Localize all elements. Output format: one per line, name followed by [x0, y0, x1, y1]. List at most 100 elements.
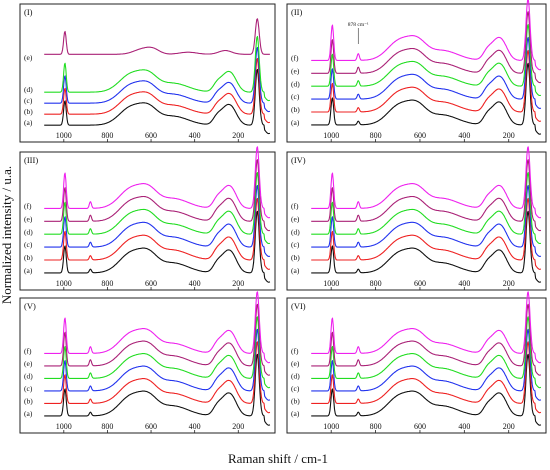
curve-label: (b)	[24, 253, 33, 262]
series-e-line	[44, 303, 271, 376]
panel-2: (II) 1000 800 600 400 200 (a) (b) (c) (d) (e) (f) 87…	[286, 0, 547, 143]
curve-label: (f)	[291, 202, 299, 211]
panel-label: (VI)	[291, 301, 306, 311]
curve-label: (d)	[24, 372, 33, 381]
curve-label: (d)	[291, 227, 300, 236]
x-tick-label: 200	[503, 422, 515, 431]
curve-label: (c)	[291, 384, 300, 393]
panel-frame	[286, 151, 547, 291]
curve-label: (a)	[24, 266, 33, 275]
series-d-line	[44, 35, 271, 102]
series-b-line	[311, 341, 542, 414]
x-tick-label: 1000	[323, 422, 339, 431]
x-tick-label: 800	[101, 279, 113, 288]
series-f-line	[311, 146, 542, 219]
series-e-line	[44, 159, 271, 232]
series-f-line	[44, 291, 271, 364]
curve-label: (b)	[24, 397, 33, 406]
curve-label: (c)	[24, 240, 33, 249]
panel-frame	[286, 297, 547, 434]
curve-label: (c)	[291, 92, 300, 101]
series-c-line	[311, 36, 542, 109]
curve-label: (a)	[24, 118, 33, 127]
series-c-line	[44, 184, 271, 257]
series-d-line	[311, 172, 542, 245]
curve-label: (f)	[24, 202, 32, 211]
x-tick-label: 200	[232, 131, 244, 140]
x-tick-label: 200	[503, 279, 515, 288]
x-tick-label: 1000	[323, 131, 339, 140]
curve-label: (e)	[24, 53, 33, 62]
series-b-line	[44, 57, 271, 124]
x-tick-label: 600	[414, 422, 426, 431]
panels-group: (I) 1000 800 600 400 200 (a) (b) (c) (d) (e) (II) 10…	[19, 0, 547, 434]
series-e-line	[44, 18, 270, 55]
x-tick-label: 1000	[56, 279, 72, 288]
x-tick-label: 400	[458, 131, 470, 140]
curve-label: (e)	[24, 359, 33, 368]
curve-label: (a)	[291, 409, 300, 418]
series-b-line	[311, 49, 542, 122]
curve-label: (f)	[291, 347, 299, 356]
x-tick-label: 800	[370, 131, 382, 140]
x-tick-label: 400	[189, 279, 201, 288]
panel-3: (III) 1000 800 600 400 200 (a) (b) (c) (d) (e) (f)	[19, 146, 276, 291]
x-tick-label: 600	[145, 131, 157, 140]
x-tick-label: 800	[101, 422, 113, 431]
curve-label: (a)	[291, 118, 300, 127]
x-tick-label: 400	[458, 279, 470, 288]
curve-label: (c)	[291, 240, 300, 249]
peak-annotation: 878 cm⁻¹	[348, 22, 369, 28]
series-e-line	[311, 159, 542, 232]
series-d-line	[44, 316, 271, 389]
x-tick-label: 200	[232, 279, 244, 288]
panel-frame	[19, 297, 276, 434]
y-axis-label: Normalized intensity / u.a.	[0, 166, 14, 304]
panel-4: (IV) 1000 800 600 400 200 (a) (b) (c) (d) (e) (f)	[286, 146, 547, 291]
curve-label: (d)	[291, 79, 300, 88]
curve-label: (b)	[24, 107, 33, 116]
curve-label: (e)	[291, 214, 300, 223]
curve-label: (a)	[24, 409, 33, 418]
curve-label: (c)	[24, 96, 33, 105]
x-tick-label: 200	[503, 131, 515, 140]
series-c-line	[311, 328, 542, 401]
series-a-line	[311, 62, 542, 135]
series-e-line	[311, 303, 542, 376]
panel-label: (I)	[24, 7, 33, 17]
series-e-line	[311, 11, 542, 84]
series-d-line	[311, 24, 542, 97]
curve-label: (b)	[291, 397, 300, 406]
x-tick-label: 1000	[56, 131, 72, 140]
series-a-line	[311, 353, 542, 426]
x-tick-label: 600	[414, 279, 426, 288]
curve-label: (e)	[291, 359, 300, 368]
panel-frame	[19, 3, 276, 143]
panel-1: (I) 1000 800 600 400 200 (a) (b) (c) (d) (e)	[19, 3, 276, 143]
curve-label: (e)	[24, 214, 33, 223]
series-d-line	[44, 172, 271, 245]
x-tick-label: 800	[370, 422, 382, 431]
x-tick-label: 600	[414, 131, 426, 140]
series-a-line	[44, 210, 271, 283]
series-f-line	[44, 146, 271, 219]
series-c-line	[44, 328, 271, 401]
x-tick-label: 600	[145, 279, 157, 288]
x-tick-label: 800	[370, 279, 382, 288]
x-tick-label: 600	[145, 422, 157, 431]
x-tick-label: 1000	[323, 279, 339, 288]
series-a-line	[44, 353, 271, 426]
curve-label: (e)	[291, 66, 300, 75]
series-f-line	[311, 0, 542, 71]
series-f-line	[311, 291, 542, 364]
panel-label: (IV)	[291, 155, 306, 165]
curve-label: (f)	[24, 347, 32, 356]
curve-label: (b)	[291, 105, 300, 114]
series-c-line	[311, 184, 542, 257]
series-b-line	[311, 197, 542, 270]
curve-label: (b)	[291, 253, 300, 262]
series-a-line	[44, 68, 271, 135]
curve-label: (f)	[291, 54, 299, 63]
panel-label: (III)	[24, 155, 38, 165]
